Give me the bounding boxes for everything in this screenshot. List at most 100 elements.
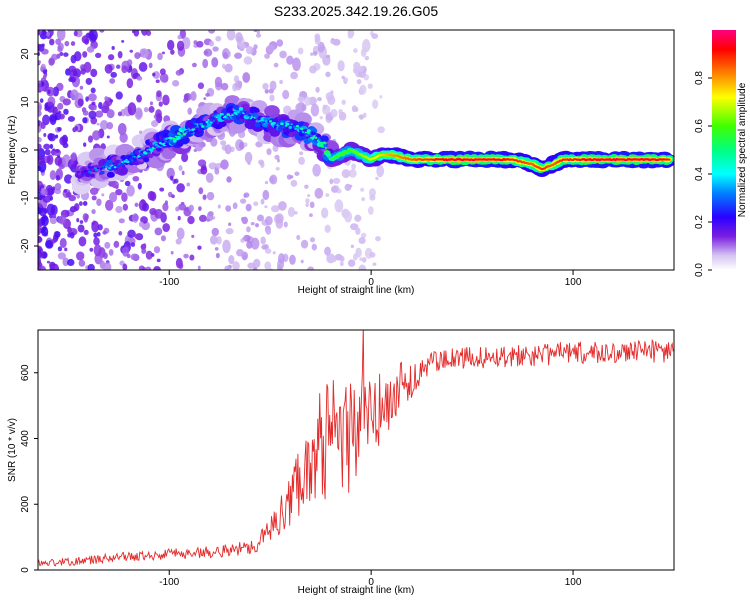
noise-blob — [109, 99, 114, 103]
peak-blob — [79, 174, 83, 178]
noise-blob — [312, 51, 318, 56]
noise-blob — [108, 192, 118, 203]
noise-blob — [245, 203, 252, 212]
noise-blob — [38, 143, 42, 151]
noise-blob — [207, 30, 216, 34]
noise-blob — [99, 30, 105, 33]
noise-blob — [200, 166, 208, 175]
noise-blob — [38, 265, 46, 270]
y-tick-label: 200 — [20, 495, 31, 512]
peak-blob — [301, 131, 305, 134]
noise-blob — [80, 68, 86, 75]
peak-blob — [90, 173, 95, 178]
noise-blob — [186, 182, 191, 187]
noise-blob — [38, 136, 42, 143]
noise-blob — [109, 78, 116, 84]
noise-blob — [54, 183, 62, 191]
noise-blob — [226, 176, 232, 183]
peak-blob — [282, 128, 288, 133]
noise-blob — [38, 236, 42, 242]
peak-blob — [238, 107, 244, 111]
peak-blob — [95, 168, 99, 171]
noise-blob — [352, 253, 358, 261]
noise-blob — [88, 110, 97, 120]
peak-blob — [186, 130, 189, 133]
peak-blob — [199, 122, 204, 126]
noise-blob — [358, 264, 367, 270]
noise-blob — [49, 195, 54, 201]
noise-blob — [153, 246, 161, 254]
noise-blob — [143, 107, 149, 113]
noise-blob — [49, 213, 53, 219]
noise-blob — [63, 52, 69, 57]
noise-blob — [96, 122, 100, 126]
noise-blob — [246, 226, 251, 233]
noise-blob — [267, 44, 275, 53]
noise-blob — [44, 149, 51, 156]
peak-blob — [205, 120, 209, 124]
peak-blob — [323, 144, 326, 146]
noise-blob — [104, 96, 109, 101]
noise-blob — [49, 38, 55, 46]
peak-blob — [193, 128, 196, 131]
noise-blob — [234, 80, 242, 91]
noise-blob — [47, 101, 54, 107]
noise-blob — [245, 46, 254, 55]
colorbar-tick-label: 0.0 — [694, 263, 705, 277]
peak-blob — [292, 123, 298, 127]
y-tick-label: 0 — [20, 147, 31, 153]
noise-blob — [115, 188, 123, 196]
noise-blob — [38, 120, 41, 127]
noise-blob — [175, 206, 180, 212]
noise-blob — [58, 215, 67, 225]
noise-blob — [379, 95, 383, 99]
noise-blob — [314, 187, 324, 199]
noise-blob — [156, 90, 162, 98]
noise-blob — [235, 32, 243, 43]
noise-blob — [232, 202, 238, 210]
peak-blob — [283, 126, 287, 129]
noise-blob — [171, 194, 175, 199]
noise-blob — [289, 254, 296, 265]
peak-blob — [328, 156, 332, 158]
noise-blob — [89, 30, 98, 42]
y-tick-label: 20 — [20, 48, 31, 60]
noise-blob — [286, 55, 294, 65]
noise-blob — [82, 51, 88, 58]
peak-blob — [188, 123, 195, 128]
noise-blob — [325, 71, 331, 78]
noise-blob — [41, 214, 48, 222]
noise-blob — [277, 253, 285, 264]
peak-blob — [252, 115, 255, 117]
noise-blob — [130, 242, 136, 247]
noise-blob — [203, 48, 213, 57]
peak-blob — [111, 164, 114, 167]
noise-blob — [42, 195, 52, 203]
peak-blob — [210, 116, 215, 120]
noise-blob — [270, 205, 280, 213]
noise-blob — [191, 234, 195, 239]
noise-blob — [310, 103, 320, 117]
peak-blob — [125, 159, 128, 161]
noise-blob — [95, 52, 102, 59]
noise-blob — [332, 177, 341, 185]
noise-blob — [41, 30, 47, 36]
noise-blob — [158, 101, 163, 107]
noise-blob — [264, 248, 272, 254]
noise-blob — [319, 116, 323, 120]
noise-blob — [83, 142, 87, 147]
peak-blob — [325, 152, 329, 154]
noise-blob — [197, 265, 201, 270]
noise-blob — [324, 224, 331, 233]
noise-blob — [377, 126, 385, 134]
noise-blob — [243, 234, 251, 242]
noise-blob — [86, 46, 95, 53]
noise-blob — [211, 57, 219, 68]
noise-blob — [38, 206, 42, 214]
noise-blob — [104, 241, 111, 249]
noise-blob — [73, 30, 78, 37]
peak-blob — [307, 132, 311, 135]
noise-blob — [154, 227, 163, 236]
peak-blob — [293, 125, 297, 129]
noise-blob — [85, 96, 89, 102]
